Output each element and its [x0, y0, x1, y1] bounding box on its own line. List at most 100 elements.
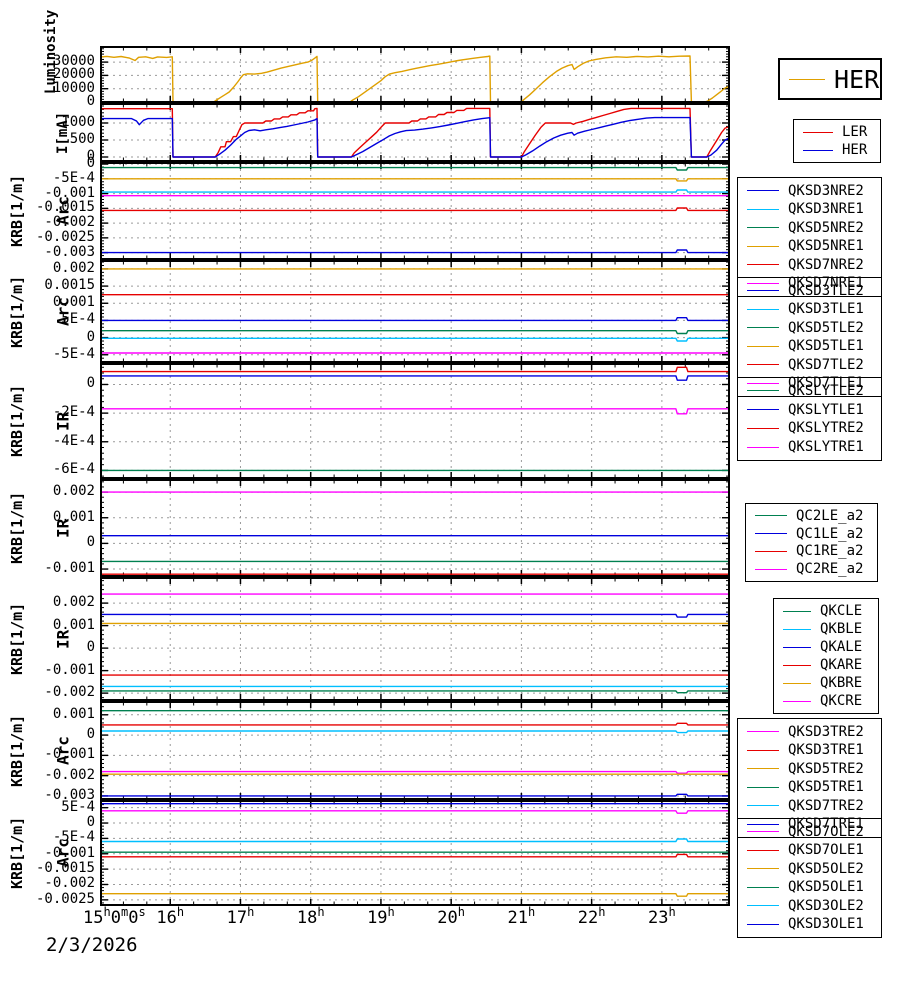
legend-line-sample [747, 868, 779, 870]
y-tick-label: 1000 [61, 113, 95, 130]
legend-entry-QKSD3TLE1: QKSD3TLE1 [738, 301, 881, 317]
legend-entry-QKBLE: QKBLE [774, 621, 878, 637]
legend-entry-QKSD7TRE2: QKSD7TRE2 [738, 798, 881, 814]
y-tick-label: 0.001 [52, 705, 95, 722]
x-tick-label: 20h [437, 905, 466, 928]
legend-label: QKSD3TRE1 [788, 742, 864, 759]
legend-label: HER [842, 142, 868, 158]
legend-entry-QC2LE_a2: QC2LE_a2 [746, 508, 877, 524]
y-tick-label: -5E-4 [52, 169, 95, 186]
y-tick-label: -2E-4 [52, 404, 95, 421]
legend-label: QKSD3NRE2 [788, 182, 864, 199]
x-tick-label: 17h [226, 905, 255, 928]
panel-canvas-current [100, 103, 730, 162]
x-tick-label: 16h [156, 905, 185, 928]
y-tick-label: -0.0015 [35, 199, 95, 216]
y-tick-label: 0 [86, 375, 95, 392]
series-QKSD3TLE1 [100, 337, 730, 342]
y-tick-label: -0.001 [44, 661, 95, 678]
y-tick-label: 10000 [52, 79, 95, 96]
y-tick-label: 30000 [52, 53, 95, 70]
legend-entry-QKSD5OLE2: QKSD5OLE2 [738, 861, 881, 877]
legend-lum: HER [778, 58, 882, 100]
y-tick-label: 0 [86, 148, 95, 164]
legend-label: QKSD5OLE2 [788, 860, 864, 877]
panel-ir_qc [100, 479, 730, 577]
legend-entry-QC1RE_a2: QC1RE_a2 [746, 543, 877, 559]
legend-line-sample [783, 646, 811, 648]
legend-line-sample [803, 131, 833, 133]
y-axis-section-arc_tle: Arc [53, 297, 73, 326]
legend-line-sample [747, 282, 779, 284]
legend-line-sample [747, 345, 779, 347]
y-tick-label: -0.001 [44, 746, 95, 763]
legend-line-sample [747, 227, 779, 229]
series-QKSD7OLE1 [100, 853, 730, 858]
legend-label: QKALE [820, 639, 863, 655]
legend-line-sample [747, 446, 779, 448]
series-QKALE [100, 613, 730, 618]
y-axis-section-ir_qc: IR [53, 518, 73, 538]
series-QKSD7OLE2 [100, 810, 730, 814]
legend-label: QKSLYTLE1 [788, 401, 864, 418]
y-tick-label: 5E-4 [61, 798, 95, 815]
series-QKSLYTLE1 [100, 375, 730, 381]
legend-entry-QKSD3TLE2: QKSD3TLE2 [738, 283, 881, 299]
legend-line-sample [755, 550, 787, 552]
y-axis-section-arc_tre: Arc [53, 736, 73, 765]
legend-arc_ole: QKSD7OLE2 QKSD7OLE1 QKSD5OLE2 QKSD5OLE1 QKSD… [737, 818, 882, 938]
legend-label: QKSD7TLE1 [788, 375, 864, 392]
legend-line-sample [755, 533, 787, 535]
y-tick-label: 0.002 [52, 483, 95, 500]
legend-entry-QKSD7TRE1: QKSD7TRE1 [738, 816, 881, 832]
legend-line-sample [747, 364, 779, 366]
legend-label: QKSD5NRE2 [788, 219, 864, 236]
legend-label: QKSD3TLE2 [788, 282, 864, 299]
panel-canvas-arc_tre [100, 701, 730, 800]
legend-line-sample [747, 245, 779, 247]
legend-label: QC1RE_a2 [796, 543, 864, 560]
series-QKSD7TRE2 [100, 730, 730, 734]
legend-line-sample [747, 382, 779, 384]
legend-label: QKSD5TRE2 [788, 760, 864, 777]
y-tick-label: 500 [69, 130, 95, 147]
y-axis-title-ir_qc: KRB[1/m] [8, 491, 26, 565]
legend-line-sample [755, 568, 787, 570]
legend-label: QKBRE [820, 675, 863, 691]
series-QKSD3OLE2 [100, 838, 730, 843]
legend-entry-QKSD7NRE1: QKSD7NRE1 [738, 275, 881, 291]
y-tick-label: -0.0025 [35, 228, 95, 245]
legend-line-sample [747, 409, 779, 411]
legend-entry-QKALE: QKALE [774, 639, 878, 655]
legend-label: QKCRE [820, 693, 863, 709]
y-axis-title-arc_tre: KRB[1/m] [8, 714, 26, 787]
legend-entry-QKSD3TRE1: QKSD3TRE1 [738, 742, 881, 758]
y-tick-label: -6E-4 [52, 461, 95, 478]
legend-entry-QKCLE: QKCLE [774, 603, 878, 619]
legend-label: QKSD7TRE2 [788, 797, 864, 814]
panel-arc_nre [100, 162, 730, 260]
y-tick-label: -0.003 [44, 786, 95, 803]
legend-line-sample [747, 427, 779, 429]
y-tick-label: -0.003 [44, 243, 95, 260]
date-label: 2/3/2026 [46, 934, 138, 956]
series-HER [100, 116, 730, 158]
series-QKSD5NRE1 [100, 178, 730, 182]
series-QKSD3TRE1 [100, 722, 730, 726]
y-tick-label: 0 [86, 93, 95, 109]
y-tick-label: 0.002 [52, 594, 95, 611]
series-QKCLE [100, 690, 730, 694]
y-tick-label: -5E-4 [52, 345, 95, 362]
series-QKSD7NRE2 [100, 207, 730, 212]
legend-line-sample [747, 768, 779, 770]
legend-line-sample [747, 308, 779, 310]
y-axis-section-arc_nre: Arc [53, 196, 73, 226]
legend-line-sample [803, 149, 833, 151]
y-tick-label: 0 [86, 726, 95, 743]
legend-line-sample [783, 628, 811, 630]
legend-line-sample [747, 886, 779, 888]
legend-ir_qc: QC2LE_a2 QC1LE_a2 QC1RE_a2 QC2RE_a2 [745, 503, 878, 582]
y-axis-title-arc_nre: KRB[1/m] [8, 174, 26, 248]
y-tick-label: 0.002 [52, 259, 95, 276]
